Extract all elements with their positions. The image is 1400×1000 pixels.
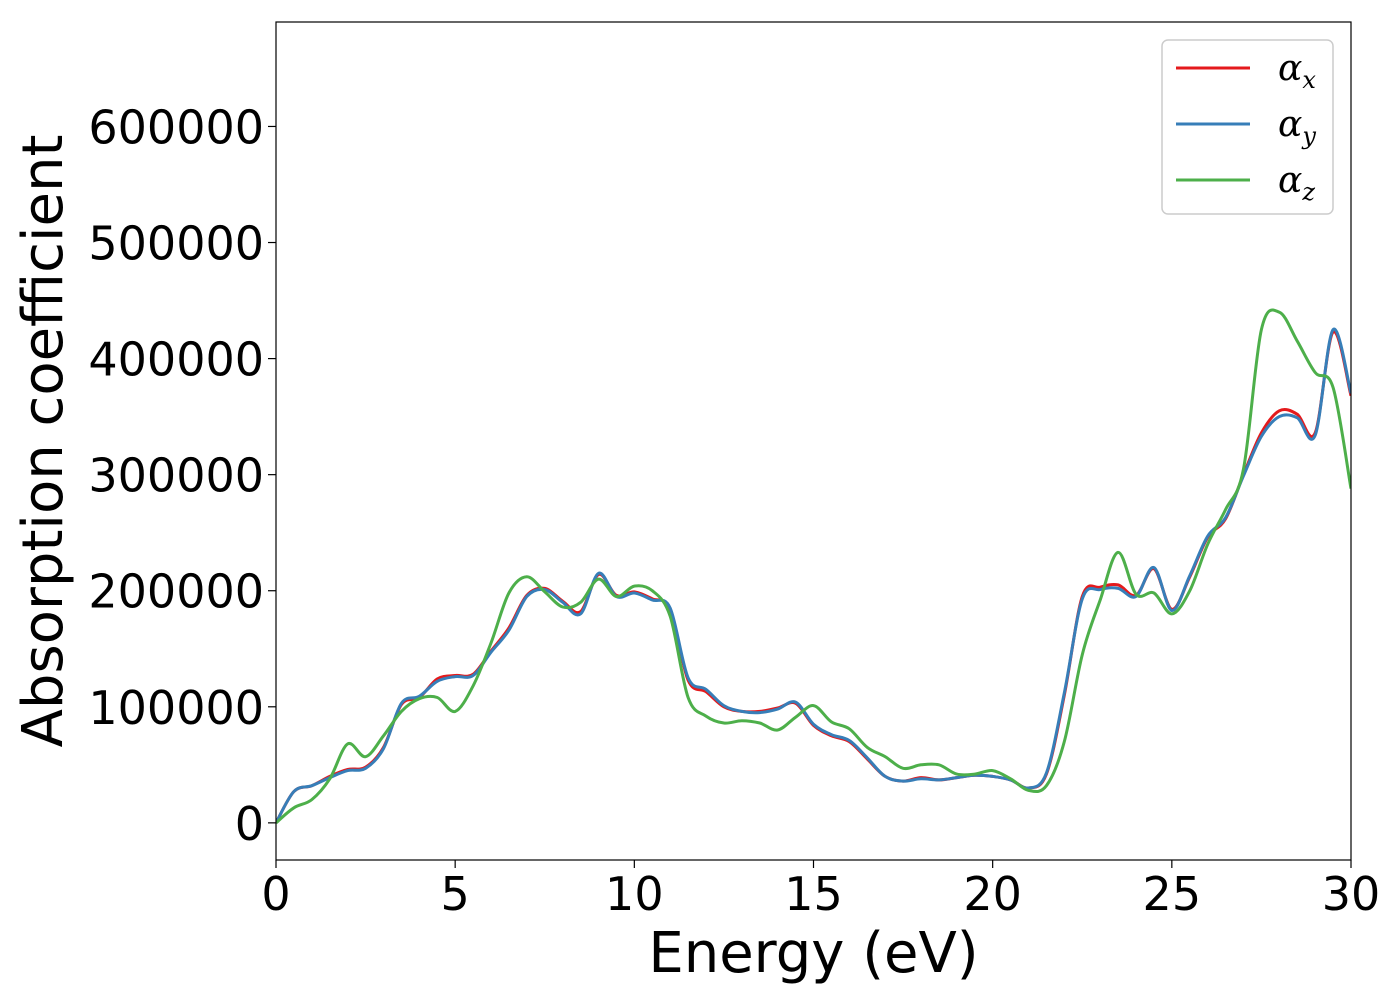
legend-label-x: αx xyxy=(1278,48,1316,94)
x-tick-label: 5 xyxy=(441,867,470,921)
y-axis-ticks: 0 100000 200000 300000 400000 500000 600000 xyxy=(88,100,276,851)
plot-lines xyxy=(276,308,1351,825)
series-line-z xyxy=(276,308,1351,825)
legend-subscript: x xyxy=(1302,66,1316,94)
x-axis-label: Energy (eV) xyxy=(648,921,978,986)
y-tick-label: 400000 xyxy=(88,333,264,387)
x-tick-label: 0 xyxy=(261,867,290,921)
legend-symbol: α xyxy=(1278,104,1302,145)
x-axis-ticks: 0 5 10 15 20 25 30 xyxy=(261,860,1380,921)
x-tick-label: 20 xyxy=(963,867,1022,921)
legend-symbol: α xyxy=(1278,160,1302,201)
legend-subscript: y xyxy=(1301,122,1316,150)
x-tick-label: 15 xyxy=(784,867,843,921)
y-tick-label: 200000 xyxy=(88,565,264,619)
y-tick-label: 0 xyxy=(235,797,264,851)
y-tick-label: 300000 xyxy=(88,449,264,503)
x-tick-label: 30 xyxy=(1322,867,1381,921)
y-tick-label: 500000 xyxy=(88,217,264,271)
legend-subscript: z xyxy=(1301,178,1315,206)
x-tick-label: 10 xyxy=(605,867,664,921)
y-axis-label: Absorption coefficient xyxy=(11,135,76,748)
legend-label-y: αy xyxy=(1278,104,1316,150)
series-line-y xyxy=(276,327,1351,824)
y-tick-label: 100000 xyxy=(88,681,264,735)
legend-symbol: α xyxy=(1278,48,1302,89)
y-tick-label: 600000 xyxy=(88,100,264,154)
x-tick-label: 25 xyxy=(1143,867,1202,921)
legend-box xyxy=(1161,39,1334,215)
legend-label-z: αz xyxy=(1278,160,1315,206)
